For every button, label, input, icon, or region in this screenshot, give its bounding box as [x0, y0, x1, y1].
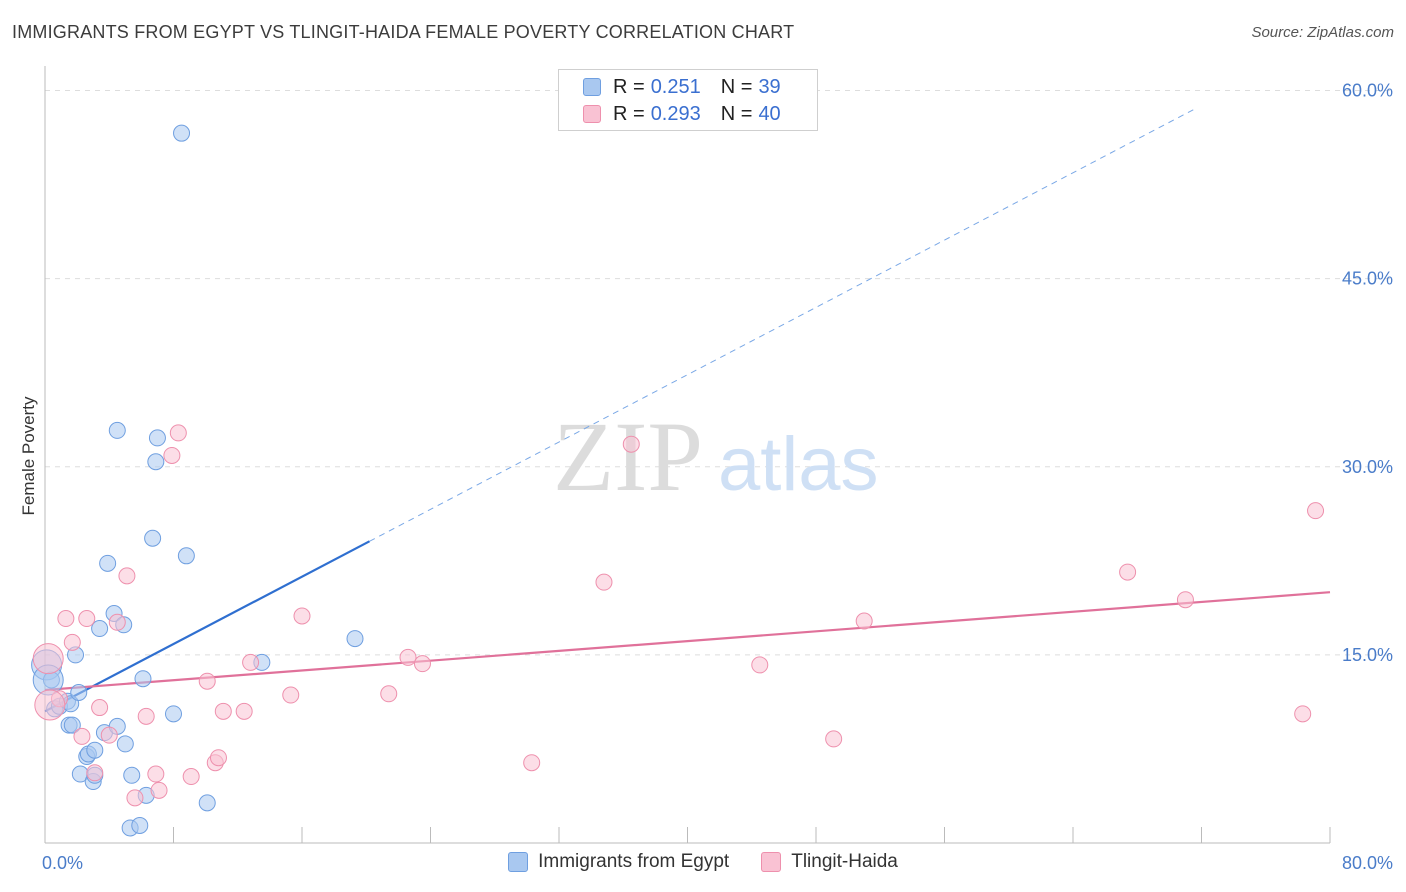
- legend-row-egypt: R = 0.251 N = 39: [583, 74, 781, 100]
- point-tlingit: [32, 643, 64, 675]
- y-tick-label: 30.0%: [1342, 457, 1393, 477]
- point-tlingit: [169, 424, 187, 442]
- point-tlingit: [595, 573, 613, 591]
- tick-labels: 15.0% 30.0% 45.0% 60.0% 0.0% 80.0%: [42, 81, 1393, 873]
- point-egypt: [99, 554, 117, 572]
- point-egypt: [134, 670, 152, 688]
- bottom-legend: Immigrants from Egypt Tlingit-Haida: [0, 851, 1406, 873]
- point-tlingit: [282, 686, 300, 704]
- point-tlingit: [126, 789, 144, 807]
- legend-r-value: 0.293: [650, 102, 701, 125]
- point-egypt: [165, 705, 182, 723]
- source-label: Source: ZipAtlas.com: [1251, 24, 1394, 41]
- point-tlingit: [1176, 591, 1194, 609]
- point-tlingit: [198, 672, 216, 690]
- trendline-egypt: [44, 540, 370, 713]
- legend-n-label: N =: [720, 102, 753, 125]
- point-tlingit: [1307, 502, 1325, 520]
- legend-row-tlingit: R = 0.293 N = 40: [583, 101, 781, 127]
- point-tlingit: [78, 610, 96, 628]
- legend-n-value: 39: [758, 75, 781, 98]
- legend-n-value: 40: [758, 102, 781, 125]
- point-tlingit: [1294, 705, 1312, 723]
- point-egypt: [63, 716, 81, 734]
- point-tlingit: [209, 749, 227, 767]
- point-tlingit: [855, 612, 873, 630]
- point-tlingit: [235, 702, 253, 720]
- point-egypt: [173, 124, 191, 142]
- watermark-atlas: atlas: [718, 422, 879, 507]
- point-tlingit: [108, 613, 126, 631]
- x-tick-label: 80.0%: [1342, 853, 1393, 873]
- point-egypt: [116, 735, 134, 753]
- bottom-legend-item-tlingit[interactable]: Tlingit-Haida: [761, 851, 898, 873]
- y-tick-label: 15.0%: [1342, 645, 1393, 665]
- trendline-tlingit: [44, 591, 1331, 692]
- point-tlingit: [147, 765, 165, 783]
- point-tlingit: [399, 648, 417, 666]
- point-egypt: [147, 453, 165, 471]
- point-tlingit: [63, 633, 81, 651]
- point-egypt: [148, 429, 166, 447]
- point-tlingit: [73, 727, 91, 745]
- grid-lines: [45, 90, 1395, 656]
- point-tlingit: [825, 730, 843, 748]
- point-tlingit: [751, 656, 769, 674]
- point-egypt: [86, 741, 104, 759]
- y-tick-label: 45.0%: [1342, 269, 1393, 289]
- legend-swatch-egypt: [583, 78, 601, 96]
- point-tlingit: [413, 655, 431, 673]
- legend-r-label: R =: [613, 102, 645, 125]
- point-tlingit: [57, 610, 75, 628]
- legend: R = 0.251 N = 39 R = 0.293 N = 40: [558, 69, 818, 131]
- point-tlingit: [100, 726, 118, 744]
- point-tlingit: [214, 702, 232, 720]
- bottom-legend-item-egypt[interactable]: Immigrants from Egypt: [508, 851, 729, 873]
- legend-n-label: N =: [720, 75, 753, 98]
- point-tlingit: [163, 446, 181, 464]
- point-tlingit: [137, 707, 155, 725]
- point-tlingit: [523, 754, 541, 772]
- watermark: ZIP atlas: [553, 401, 879, 512]
- x-tick-label: 0.0%: [42, 853, 83, 873]
- data-points: [31, 124, 1325, 837]
- point-egypt: [123, 766, 141, 784]
- legend-r-label: R =: [613, 75, 645, 98]
- point-tlingit: [242, 653, 260, 671]
- legend-r-value: 0.251: [650, 75, 701, 98]
- point-tlingit: [182, 768, 200, 786]
- trendline-egypt-extension: [369, 109, 1194, 542]
- point-tlingit: [1119, 563, 1137, 581]
- point-tlingit: [622, 435, 640, 453]
- point-tlingit: [86, 764, 104, 782]
- chart-title: IMMIGRANTS FROM EGYPT VS TLINGIT-HAIDA F…: [12, 22, 795, 42]
- point-tlingit: [91, 699, 109, 717]
- point-tlingit: [380, 685, 398, 703]
- point-tlingit: [34, 689, 66, 721]
- point-tlingit: [293, 607, 311, 625]
- bottom-legend-label-egypt: Immigrants from Egypt: [538, 851, 730, 872]
- watermark-zip: ZIP: [553, 401, 703, 512]
- bottom-legend-swatch-egypt: [508, 852, 529, 872]
- y-axis-label: Female Poverty: [19, 396, 38, 516]
- point-tlingit: [118, 567, 136, 585]
- point-egypt: [346, 630, 364, 648]
- bottom-legend-swatch-tlingit: [761, 852, 782, 872]
- point-egypt: [198, 794, 216, 812]
- y-tick-label: 60.0%: [1342, 81, 1393, 101]
- bottom-legend-label-tlingit: Tlingit-Haida: [791, 851, 898, 872]
- point-egypt: [70, 684, 88, 702]
- point-egypt: [91, 620, 109, 638]
- point-egypt: [131, 816, 149, 834]
- point-tlingit: [150, 781, 168, 799]
- point-egypt: [108, 421, 126, 439]
- trendlines: [44, 109, 1331, 713]
- point-egypt: [177, 547, 195, 565]
- point-egypt: [144, 529, 162, 547]
- legend-swatch-tlingit: [583, 105, 601, 123]
